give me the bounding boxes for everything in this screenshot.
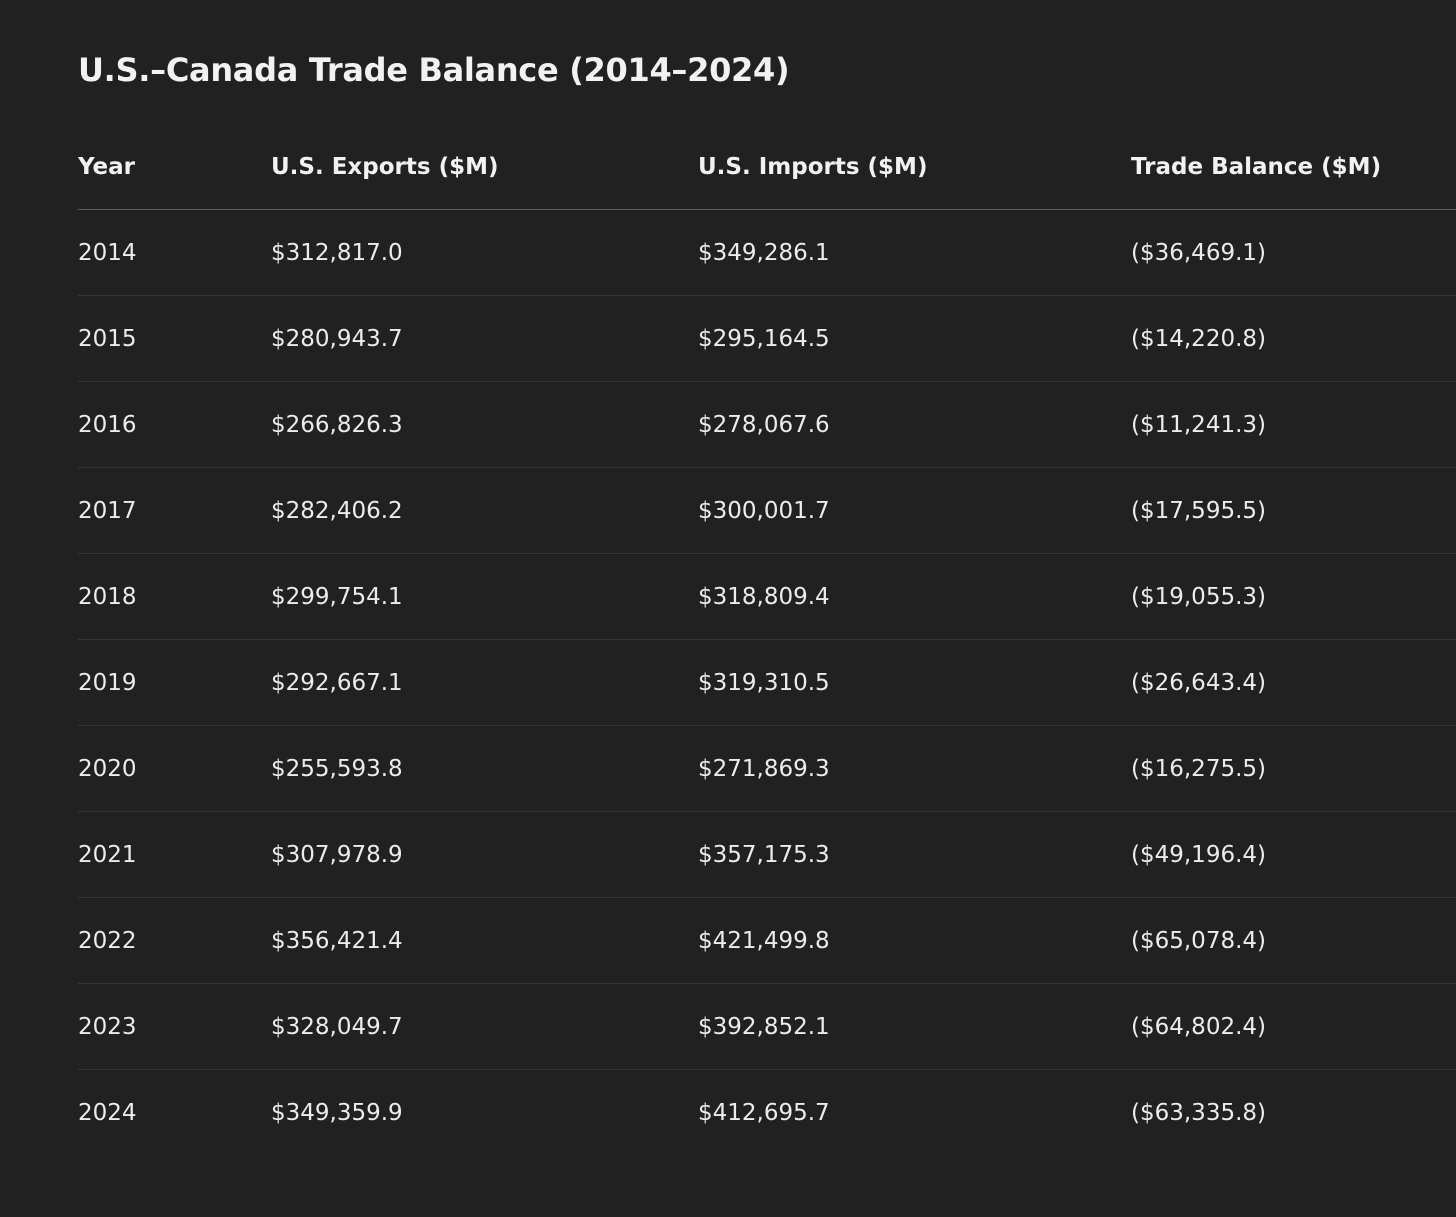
cell-year: 2022 [78,897,271,984]
cell-exports: $280,943.7 [271,295,698,382]
cell-trade-balance: ($11,241.3) [1131,381,1456,468]
cell-exports: $328,049.7 [271,983,698,1070]
cell-imports: $421,499.8 [698,897,1131,984]
trade-balance-table-container: Year U.S. Exports ($M) U.S. Imports ($M)… [78,124,1456,1155]
cell-imports: $295,164.5 [698,295,1131,382]
cell-exports: $349,359.9 [271,1099,403,1126]
cell-imports: $357,175.3 [698,811,1131,898]
cell-year: 2018 [78,553,271,640]
table-row: 2022 $356,421.4 $421,499.8 ($65,078.4) [78,897,1456,984]
table-row: 2015 $280,943.7 $295,164.5 ($14,220.8) [78,295,1456,382]
cell-trade-balance: ($65,078.4) [1131,897,1456,984]
cell-exports: $255,593.8 [271,725,698,812]
cell-exports: $266,826.3 [271,381,698,468]
header-imports: U.S. Imports ($M) [698,124,1131,210]
cell-exports: $282,406.2 [271,467,698,554]
cell-exports: $292,667.1 [271,639,698,726]
cell-year: 2016 [78,381,271,468]
cell-trade-balance: ($19,055.3) [1131,553,1456,640]
table-row: 2019 $292,667.1 $319,310.5 ($26,643.4) [78,639,1456,726]
table-row: 2018 $299,754.1 $318,809.4 ($19,055.3) [78,553,1456,640]
cell-imports: $349,286.1 [698,209,1131,296]
cell-year: 2017 [78,467,271,554]
cell-year: 2023 [78,983,271,1070]
cell-trade-balance: ($64,802.4) [1131,983,1456,1070]
cell-imports: $318,809.4 [698,553,1131,640]
cell-imports: $271,869.3 [698,725,1131,812]
table-row: 2017 $282,406.2 $300,001.7 ($17,595.5) [78,467,1456,554]
cell-trade-balance: ($36,469.1) [1131,209,1456,296]
cell-imports: $278,067.6 [698,381,1131,468]
cell-year: 2024 [78,1099,137,1126]
page-title: U.S.–Canada Trade Balance (2014–2024) [78,51,790,89]
cell-imports: $300,001.7 [698,467,1131,554]
trade-balance-table: Year U.S. Exports ($M) U.S. Imports ($M)… [78,124,1456,1155]
cell-exports: $299,754.1 [271,553,698,640]
cell-year: 2019 [78,639,271,726]
table-row: 2024 $349,359.9 $412,695.7 ($63,335.8) [78,1070,1456,1156]
cell-year: 2014 [78,209,271,296]
table-row: 2020 $255,593.8 $271,869.3 ($16,275.5) [78,725,1456,812]
table-row: 2016 $266,826.3 $278,067.6 ($11,241.3) [78,381,1456,468]
cell-exports: $356,421.4 [271,897,698,984]
table-header-row: Year U.S. Exports ($M) U.S. Imports ($M)… [78,124,1456,210]
cell-exports: $312,817.0 [271,209,698,296]
cell-exports: $307,978.9 [271,811,698,898]
cell-imports: $412,695.7 [698,1099,830,1126]
cell-trade-balance: ($49,196.4) [1131,811,1456,898]
table-row: 2021 $307,978.9 $357,175.3 ($49,196.4) [78,811,1456,898]
cell-year: 2015 [78,295,271,382]
header-trade-balance: Trade Balance ($M) [1131,124,1456,210]
cell-year: 2020 [78,725,271,812]
cell-trade-balance: ($16,275.5) [1131,725,1456,812]
cell-imports: $319,310.5 [698,639,1131,726]
cell-imports: $392,852.1 [698,983,1131,1070]
header-exports: U.S. Exports ($M) [271,124,698,210]
table-row: 2014 $312,817.0 $349,286.1 ($36,469.1) [78,209,1456,296]
cell-trade-balance: ($14,220.8) [1131,295,1456,382]
cell-trade-balance: ($63,335.8) [1131,1099,1267,1126]
header-year: Year [78,124,271,210]
cell-trade-balance: ($17,595.5) [1131,467,1456,554]
table-row: 2023 $328,049.7 $392,852.1 ($64,802.4) [78,983,1456,1070]
cell-trade-balance: ($26,643.4) [1131,639,1456,726]
cell-year: 2021 [78,811,271,898]
